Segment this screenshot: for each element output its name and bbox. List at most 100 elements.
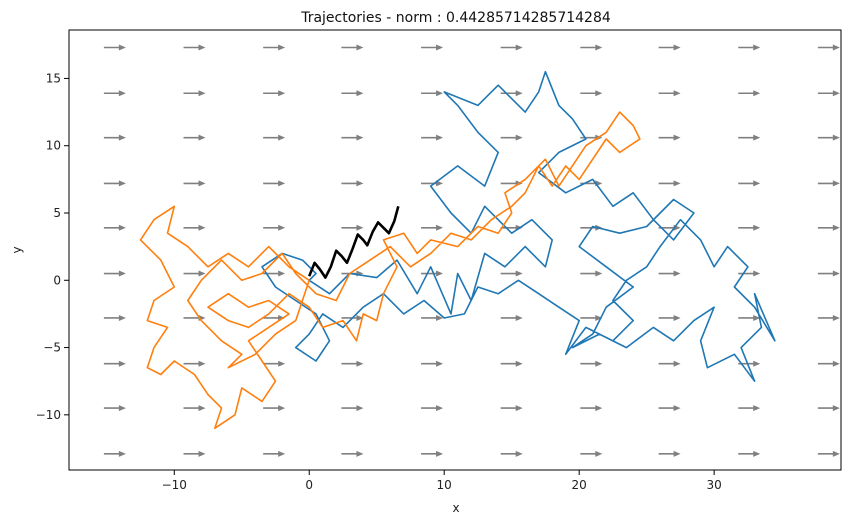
quiver-arrow xyxy=(421,360,444,367)
quiver-arrow-head xyxy=(515,314,523,321)
quiver-arrow-head xyxy=(436,44,444,51)
quiver-arrow-head xyxy=(436,405,444,412)
quiver-arrow xyxy=(263,90,286,97)
quiver-arrow-head xyxy=(356,134,364,141)
quiver-arrow xyxy=(580,270,603,277)
quiver-arrow xyxy=(103,44,126,51)
quiver-arrow-head xyxy=(198,405,206,412)
quiver-arrow xyxy=(738,180,761,187)
quiver-arrow xyxy=(421,450,444,457)
quiver-arrow-head xyxy=(118,314,126,321)
quiver-arrow xyxy=(500,314,523,321)
quiver-arrow xyxy=(658,44,681,51)
quiver-arrow xyxy=(341,44,364,51)
quiver-arrow-head xyxy=(595,450,603,457)
quiver-arrow xyxy=(817,180,840,187)
quiver-arrow xyxy=(817,44,840,51)
quiver-arrow-head xyxy=(198,270,206,277)
quiver-arrow xyxy=(658,134,681,141)
quiver-arrow xyxy=(817,90,840,97)
quiver-arrow-head xyxy=(753,134,761,141)
quiver-arrow xyxy=(500,90,523,97)
quiver-arrow xyxy=(738,450,761,457)
quiver-arrow-head xyxy=(595,90,603,97)
quiver-arrow xyxy=(341,314,364,321)
quiver-arrow xyxy=(738,314,761,321)
quiver-arrow xyxy=(500,270,523,277)
quiver-arrow-head xyxy=(436,224,444,231)
quiver-arrow xyxy=(103,270,126,277)
quiver-arrow xyxy=(738,224,761,231)
quiver-arrow-head xyxy=(118,134,126,141)
quiver-arrow xyxy=(103,360,126,367)
quiver-arrow-head xyxy=(595,270,603,277)
quiver-arrow-head xyxy=(673,450,681,457)
quiver-arrow xyxy=(738,134,761,141)
quiver-arrow-head xyxy=(278,405,286,412)
x-axis-label: x xyxy=(452,501,459,515)
quiver-arrow xyxy=(103,134,126,141)
quiver-arrow xyxy=(738,90,761,97)
quiver-arrow xyxy=(580,90,603,97)
quiver-arrow-head xyxy=(356,405,364,412)
quiver-arrow-head xyxy=(832,224,840,231)
quiver-arrow-head xyxy=(198,44,206,51)
quiver-arrow-head xyxy=(118,90,126,97)
x-tick-label: 30 xyxy=(706,478,721,492)
quiver-arrow-head xyxy=(673,134,681,141)
quiver-arrow-head xyxy=(753,405,761,412)
quiver-arrow-head xyxy=(595,44,603,51)
quiver-arrow-head xyxy=(198,134,206,141)
quiver-arrow-head xyxy=(356,180,364,187)
quiver-arrow-head xyxy=(673,314,681,321)
quiver-arrow-head xyxy=(673,270,681,277)
quiver-arrow xyxy=(658,90,681,97)
quiver-arrow-head xyxy=(753,180,761,187)
quiver-arrow-head xyxy=(673,360,681,367)
quiver-arrow-head xyxy=(436,450,444,457)
series-line-orange xyxy=(139,111,641,430)
quiver-arrow-head xyxy=(515,405,523,412)
quiver-arrow xyxy=(263,450,286,457)
quiver-arrow xyxy=(183,134,206,141)
quiver-arrow xyxy=(103,405,126,412)
y-tick-label: −5 xyxy=(43,341,61,355)
y-tick-label: 10 xyxy=(46,139,61,153)
quiver-arrow-head xyxy=(753,224,761,231)
quiver-arrow xyxy=(738,270,761,277)
quiver-field xyxy=(103,44,840,457)
quiver-arrow xyxy=(103,450,126,457)
quiver-arrow-head xyxy=(832,44,840,51)
quiver-arrow-head xyxy=(118,360,126,367)
quiver-arrow-head xyxy=(753,450,761,457)
quiver-arrow-head xyxy=(356,224,364,231)
quiver-arrow xyxy=(183,44,206,51)
quiver-arrow-head xyxy=(515,360,523,367)
quiver-arrow-head xyxy=(753,270,761,277)
quiver-arrow xyxy=(817,405,840,412)
quiver-arrow xyxy=(183,360,206,367)
quiver-arrow xyxy=(500,450,523,457)
quiver-arrow-head xyxy=(753,314,761,321)
quiver-arrow-head xyxy=(278,90,286,97)
quiver-arrow-head xyxy=(515,450,523,457)
quiver-arrow xyxy=(341,360,364,367)
quiver-arrow-head xyxy=(118,270,126,277)
quiver-arrow-head xyxy=(118,405,126,412)
quiver-arrow xyxy=(421,314,444,321)
quiver-arrow xyxy=(421,44,444,51)
quiver-arrow-head xyxy=(278,44,286,51)
x-tick-label: 0 xyxy=(305,478,313,492)
quiver-arrow-head xyxy=(753,90,761,97)
quiver-arrow-head xyxy=(515,44,523,51)
quiver-arrow xyxy=(817,224,840,231)
quiver-arrow-head xyxy=(198,180,206,187)
quiver-arrow xyxy=(580,450,603,457)
quiver-arrow xyxy=(341,90,364,97)
quiver-arrow-head xyxy=(753,44,761,51)
quiver-arrow xyxy=(183,180,206,187)
quiver-arrow-head xyxy=(436,360,444,367)
quiver-arrow-head xyxy=(832,360,840,367)
y-tick-label: 0 xyxy=(53,273,61,287)
